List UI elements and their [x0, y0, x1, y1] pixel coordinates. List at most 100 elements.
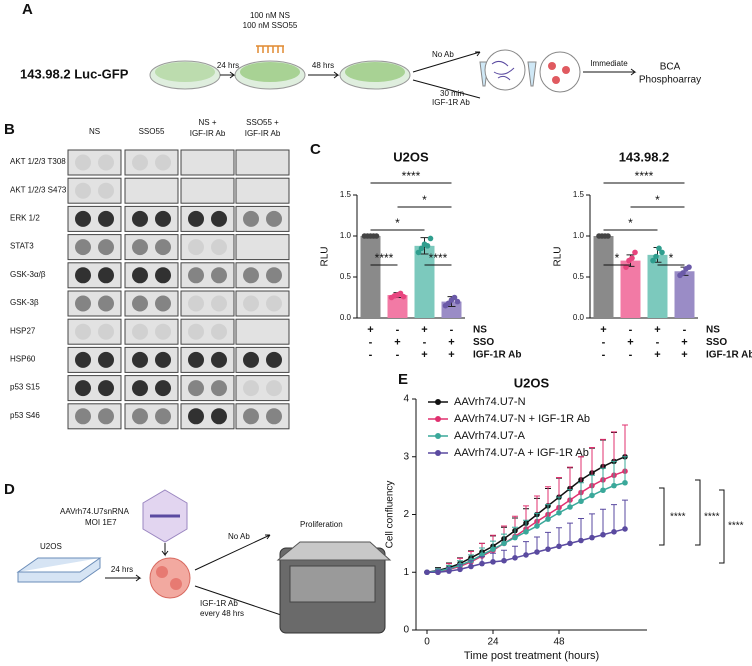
row-label: STAT3	[10, 242, 34, 251]
data-point	[600, 531, 606, 538]
branch: 30 min	[440, 89, 464, 98]
data-point	[578, 537, 584, 544]
significance-label: *	[669, 251, 674, 265]
cells	[345, 62, 405, 82]
condition-sign: +	[654, 349, 660, 361]
y-tick-label: 0.5	[573, 272, 585, 281]
condition-sign: -	[683, 324, 687, 336]
data-point	[578, 498, 584, 505]
error-bar	[589, 513, 595, 538]
timing: Immediate	[590, 59, 628, 68]
row-label: p53 S15	[10, 383, 40, 392]
blot-dot	[75, 239, 91, 256]
y-tick-label: 0	[403, 625, 409, 636]
y-tick-label: 3	[403, 451, 409, 462]
blot-dot	[188, 295, 204, 312]
significance-label: ****	[704, 512, 720, 523]
bar	[360, 236, 381, 318]
x-tick-label: 48	[553, 637, 565, 648]
branch: IGF-1R Ab	[432, 98, 470, 107]
error-bar	[578, 518, 584, 541]
treatment: 100 nM NS	[250, 11, 290, 20]
blot-box	[235, 318, 290, 345]
data-point	[534, 523, 540, 529]
blot-dot	[188, 408, 204, 425]
column-header: SSO55 +	[246, 118, 279, 127]
incubator-slot	[289, 565, 376, 603]
data-point	[567, 504, 573, 510]
data-point	[457, 566, 463, 573]
blot-dot	[243, 408, 259, 425]
data-point	[545, 546, 551, 552]
error-bar	[556, 527, 562, 547]
data-point	[435, 569, 441, 576]
plate	[16, 557, 102, 583]
data-point	[659, 249, 665, 256]
chart-title: 143.98.2	[619, 149, 670, 164]
significance-label: ****	[402, 169, 421, 183]
data-point	[686, 264, 692, 270]
blot-dot	[98, 408, 114, 425]
data-point	[632, 249, 638, 256]
row-label: GSK-3β	[10, 298, 39, 307]
row-label: HSP60	[10, 355, 36, 364]
error-bar	[622, 499, 628, 529]
blot-dot	[155, 210, 171, 227]
y-axis-label: RLU	[320, 246, 331, 266]
blot-dot	[155, 154, 171, 171]
significance-bracket	[659, 487, 665, 546]
arrow	[308, 71, 340, 79]
blot-dot	[211, 408, 227, 425]
blot-dot	[266, 351, 282, 368]
data-point	[556, 509, 562, 516]
panel-label: E	[398, 371, 408, 388]
dna	[491, 60, 515, 81]
y-tick-label: 2	[403, 509, 409, 520]
blot-dot	[98, 380, 114, 397]
legend-label: AAVrh74.U7-A + IGF-1R Ab	[454, 447, 589, 459]
y-tick-label: 4	[403, 394, 409, 405]
y-tick-label: 1.0	[340, 231, 352, 240]
condition-sign: +	[421, 349, 427, 361]
legend-marker	[435, 399, 441, 405]
data-point	[629, 255, 635, 261]
y-tick-label: 1.5	[573, 190, 585, 199]
data-point	[424, 243, 431, 249]
data-point	[501, 540, 507, 547]
significance-bracket	[719, 489, 725, 564]
data-point	[424, 569, 430, 576]
condition-sign: +	[627, 336, 633, 348]
cell-cluster	[149, 557, 191, 599]
readout: Phosphoarray	[639, 75, 701, 86]
cell	[156, 566, 168, 578]
condition-sign: -	[656, 336, 660, 348]
data-point	[534, 549, 540, 555]
cells	[155, 62, 215, 82]
condition-sign: +	[654, 324, 660, 336]
data-point	[650, 257, 656, 264]
blot-dot	[98, 154, 114, 171]
data-point	[611, 482, 617, 489]
data-point	[446, 568, 452, 574]
legend-label: AAVrh74.U7-N + IGF-1R Ab	[454, 413, 590, 425]
blot-dot	[211, 351, 227, 368]
row-label: p53 S46	[10, 411, 40, 420]
significance-label: *	[422, 193, 427, 207]
blot-dot	[243, 380, 259, 397]
bar	[674, 271, 695, 318]
error-bar	[567, 522, 573, 544]
blot-dot	[155, 267, 171, 284]
blot-dot	[132, 295, 148, 312]
row-label: ERK 1/2	[10, 214, 40, 223]
condition-name: SSO	[473, 337, 494, 348]
data-point	[556, 543, 562, 550]
readout: Proliferation	[300, 520, 343, 529]
error-bar	[567, 489, 573, 507]
blot-dot	[266, 267, 282, 284]
blot-dot	[98, 295, 114, 312]
significance-label: *	[655, 193, 660, 207]
blot-dot	[98, 351, 114, 368]
data-point	[589, 492, 595, 499]
panel-label: A	[22, 1, 33, 18]
blot-dot	[243, 210, 259, 227]
